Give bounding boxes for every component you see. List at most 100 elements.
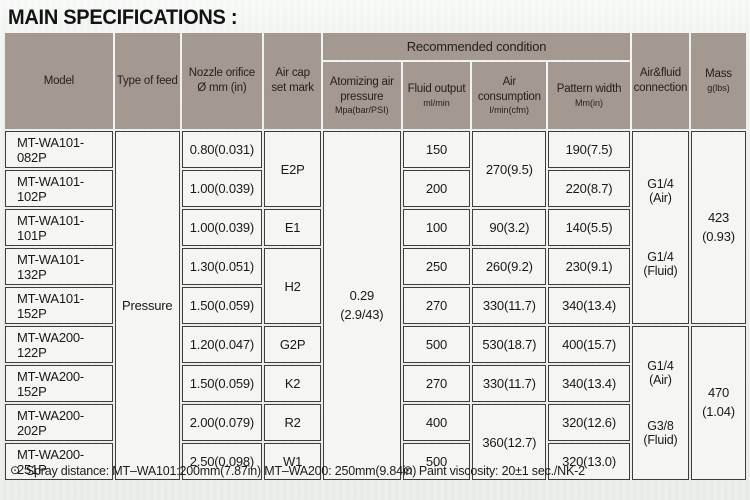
air-cap-cell: E1 — [264, 209, 322, 246]
connection-cell: G1/4 (Air) G1/4 (Fluid) — [631, 131, 689, 324]
model-cell: MT-WA101-152P — [5, 287, 113, 324]
mass-cell: 470 (1.04) — [690, 326, 746, 480]
connection-air-label: (Air) — [649, 373, 672, 387]
header-model-label: Model — [43, 74, 75, 87]
atomizing-pressure-cell: 0.29 (2.9/43) — [323, 131, 401, 480]
header-model: Model — [5, 33, 113, 129]
connection-air-thread: G1/4 — [647, 177, 674, 191]
air-consumption-cell: 330(11.7) — [472, 287, 547, 324]
model-cell: MT-WA200-152P — [5, 365, 113, 402]
model-cell: MT-WA200-202P — [5, 404, 113, 441]
table-row: MT-WA101-102P 1.00(0.039) 200 220(8.7) — [5, 170, 746, 207]
connection-air-label: (Air) — [649, 191, 672, 205]
pattern-width-cell: 320(12.6) — [548, 404, 630, 441]
paint-viscosity-note: ⊙ Paint viscosity: 20±1 sec./NK-2 — [403, 463, 585, 478]
atomizing-value: 0.29 — [349, 287, 375, 303]
air-consumption-cell: 270(9.5) — [472, 131, 547, 207]
air-consumption-cell: 90(3.2) — [472, 209, 547, 246]
nozzle-cell: 1.50(0.059) — [181, 287, 263, 324]
model-cell: MT-WA101-101P — [5, 209, 113, 246]
mass-lbs: (1.04) — [702, 404, 735, 419]
fluid-output-cell: 500 — [402, 443, 471, 480]
air-consumption-cell: 530(18.7) — [472, 326, 547, 363]
air-cap-cell: E2P — [264, 131, 322, 207]
header-fluid-output: Fluid output ml/min — [402, 62, 471, 129]
connection-air-thread: G1/4 — [647, 359, 674, 373]
header-air-consumption-label: Air consumption — [477, 75, 541, 103]
air-consumption-cell: 360(12.7) — [472, 404, 547, 480]
header-fluid-output-unit: ml/min — [423, 97, 450, 108]
header-recommended-condition-label: Recommended condition — [406, 39, 547, 55]
page-title: MAIN SPECIFICATIONS : — [8, 5, 238, 29]
air-consumption-cell: 330(11.7) — [472, 365, 547, 402]
type-of-feed-cell: Pressure — [114, 131, 180, 480]
pattern-width-cell: 220(8.7) — [548, 170, 630, 207]
table-row: MT-WA101-082P Pressure 0.80(0.031) E2P 0… — [5, 131, 746, 480]
header-recommended-condition: Recommended condition — [323, 33, 630, 61]
header-atomizing-label-1: Atomizing air — [329, 75, 394, 88]
mass-lbs: (0.93) — [702, 228, 735, 244]
connection-fluid-thread: G3/8 — [647, 419, 674, 433]
header-connection-label-2: connection — [633, 82, 688, 94]
fluid-output-cell: 100 — [402, 209, 471, 246]
header-type-of-feed-label: Type of feed — [116, 74, 178, 87]
specifications-table: Model Type of feed Nozzle orifice Ø mm (… — [3, 31, 748, 482]
air-cap-cell: R2 — [264, 404, 322, 441]
model-cell: MT-WA101-132P — [5, 248, 113, 285]
mass-grams: 470 — [707, 385, 730, 401]
header-air-consumption: Air consumption l/min(cfm) — [472, 62, 547, 129]
fluid-output-cell: 270 — [402, 365, 471, 402]
nozzle-cell: 2.50(0.098) — [181, 443, 263, 480]
header-air-cap: Air cap set mark — [264, 33, 322, 129]
spray-distance-note: ⊙ Spray distance: MT–WA101:200mm(7.87in) … — [10, 463, 417, 478]
header-pattern-width: Pattern width Mm(in) — [548, 62, 630, 129]
paint-viscosity-text: Paint viscosity: 20±1 sec./NK-2 — [418, 464, 585, 478]
atomizing-value-alt: (2.9/43) — [340, 306, 384, 322]
pattern-width-cell: 400(15.7) — [548, 326, 630, 363]
header-nozzle-orifice: Nozzle orifice Ø mm (in) — [181, 33, 263, 129]
nozzle-cell: 1.00(0.039) — [181, 170, 263, 207]
air-consumption-cell: 260(9.2) — [472, 248, 547, 285]
model-cell: MT-WA101-082P — [5, 131, 113, 168]
air-cap-cell: H2 — [264, 248, 322, 324]
fluid-output-cell: 400 — [402, 404, 471, 441]
header-connection: Air&fluid connection — [631, 33, 689, 129]
header-pattern-width-label: Pattern width — [556, 83, 622, 96]
header-mass-label: Mass — [705, 68, 732, 81]
pattern-width-cell: 230(9.1) — [548, 248, 630, 285]
header-atomizing-unit: Mpa(bar/PSI) — [335, 105, 389, 116]
header-mass: Mass g(lbs) — [690, 33, 746, 129]
fluid-output-cell: 250 — [402, 248, 471, 285]
pattern-width-cell: 140(5.5) — [548, 209, 630, 246]
connection-fluid-label: (Fluid) — [643, 264, 678, 278]
fluid-output-cell: 270 — [402, 287, 471, 324]
fluid-output-cell: 200 — [402, 170, 471, 207]
circled-dot-icon: ⊙ — [403, 463, 413, 477]
air-cap-cell: G2P — [264, 326, 322, 363]
nozzle-cell: 1.00(0.039) — [181, 209, 263, 246]
header-atomizing-pressure: Atomizing air pressure Mpa(bar/PSI) — [323, 62, 401, 129]
header-air-cap-label-1: Air cap — [275, 67, 310, 80]
table-row: MT-WA200-122P 1.20(0.047) G2P 500 530(18… — [5, 326, 746, 480]
table-row: MT-WA101-101P 1.00(0.039) E1 100 90(3.2)… — [5, 209, 746, 246]
nozzle-cell: 1.20(0.047) — [181, 326, 263, 363]
model-cell: MT-WA200-251P — [5, 443, 113, 480]
table-row: MT-WA200-251P 2.50(0.098) W1 500 320(13.… — [5, 443, 746, 480]
connection-fluid-label: (Fluid) — [643, 433, 678, 447]
header-atomizing-label-2: pressure — [340, 90, 384, 103]
table-row: MT-WA200-202P 2.00(0.079) R2 400 360(12.… — [5, 404, 746, 480]
model-cell: MT-WA200-122P — [5, 326, 113, 363]
spray-distance-text: Spray distance: MT–WA101:200mm(7.87in) M… — [25, 464, 417, 478]
nozzle-cell: 0.80(0.031) — [181, 131, 263, 168]
header-pattern-width-unit: Mm(in) — [575, 97, 604, 108]
table-row: MT-WA101-152P 1.50(0.059) 270 330(11.7) … — [5, 287, 746, 324]
table-row: MT-WA101-132P 1.30(0.051) H2 250 260(9.2… — [5, 248, 746, 324]
nozzle-cell: 1.50(0.059) — [181, 365, 263, 402]
nozzle-cell: 2.00(0.079) — [181, 404, 263, 441]
header-air-cap-label-2: set mark — [271, 82, 314, 94]
header-fluid-output-label: Fluid output — [407, 83, 466, 96]
air-cap-cell: W1 — [264, 443, 322, 480]
pattern-width-cell: 320(13.0) — [548, 443, 630, 480]
header-type-of-feed: Type of feed — [114, 33, 180, 129]
header-mass-unit: g(lbs) — [707, 83, 730, 94]
